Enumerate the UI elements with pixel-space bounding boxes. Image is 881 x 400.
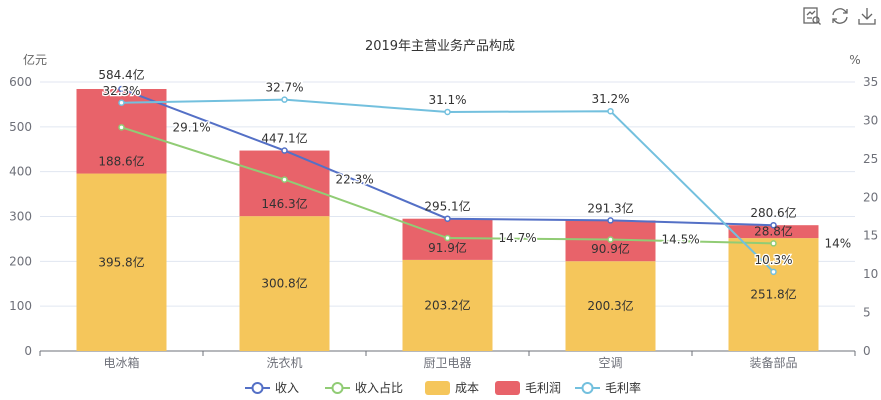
label-cost: 251.8亿 [750,287,796,302]
legend-item-2[interactable]: 成本 [425,381,479,395]
x-tick-label: 洗衣机 [266,355,302,370]
bar-cost [728,238,819,351]
y-tick-right: 5 [863,306,871,320]
y-tick-left: 100 [9,299,32,313]
bar-cost [239,216,330,351]
legend-swatch-icon [425,381,450,395]
x-tick-label: 空调 [598,356,622,370]
legend-item-0[interactable]: 收入 [245,381,299,395]
label-profit: 188.6亿 [98,154,144,169]
bar-cost [402,259,493,351]
line-revenue-share [121,126,774,245]
label-revenue-share: 29.1% [173,120,211,134]
label-revenue-share: 14.7% [499,231,537,245]
legend-label: 毛利润 [525,381,561,395]
legend-item-1[interactable]: 收入占比 [325,380,403,395]
line-point-revenue-share [118,124,125,131]
legend-item-3[interactable]: 毛利润 [495,381,561,395]
label-profit: 28.8亿 [754,224,793,239]
legend-label: 成本 [455,381,479,395]
data-view-icon[interactable] [802,6,822,26]
y-tick-right: 15 [863,229,878,243]
label-profit: 91.9亿 [428,240,467,255]
label-revenue: 280.6亿 [750,205,796,220]
label-margin: 32.3% [102,84,140,98]
bar-profit [728,225,819,239]
bar-profit [76,88,167,174]
line-point-revenue-share [607,236,614,243]
line-point-margin [281,96,288,103]
legend-label: 毛利率 [605,380,641,395]
y-tick-right: 0 [863,344,871,358]
legend-label: 收入占比 [355,380,403,395]
line-point-revenue [770,221,777,229]
line-point-revenue [607,217,614,224]
legend-circle-icon [331,382,344,394]
y-tick-right: 25 [863,152,878,166]
refresh-icon[interactable] [830,6,850,26]
line-point-revenue [444,215,451,222]
legend-label: 收入 [275,381,299,395]
line-margin [121,98,775,273]
label-revenue-share: 14% [825,236,852,250]
line-point-margin [607,107,614,115]
y-tick-left: 0 [24,344,32,358]
label-revenue-share: 14.5% [662,233,700,247]
label-revenue: 447.1亿 [261,131,307,146]
download-icon[interactable] [857,6,877,26]
line-revenue [121,88,774,227]
label-cost: 395.8亿 [98,254,144,269]
label-revenue-share: 22.3% [336,173,374,187]
label-profit: 90.9亿 [591,241,630,256]
bar-profit [239,150,330,217]
line-point-revenue-share [444,234,451,242]
y-tick-right: 10 [863,267,878,281]
y-tick-left: 500 [9,120,32,134]
bar-cost [565,261,656,351]
line-point-revenue [281,147,288,154]
label-revenue: 291.3亿 [587,200,633,215]
y-tick-left: 200 [9,254,32,268]
bar-profit [402,218,493,260]
label-cost: 200.3亿 [587,298,633,313]
label-profit: 146.3亿 [261,196,307,211]
line-point-revenue-share [281,176,288,183]
line-point-revenue [118,85,125,93]
x-tick-label: 电冰箱 [103,355,139,370]
line-point-revenue-share [770,240,777,247]
legend-item-4[interactable]: 毛利率 [575,380,641,395]
bar-cost [76,173,167,351]
line-point-margin [770,268,777,276]
line-point-margin [118,99,125,107]
legend-swatch-icon [495,381,520,395]
y-tick-right: 30 [863,113,878,127]
bar-profit [565,220,656,262]
y-tick-left: 600 [9,75,32,89]
y-tick-right: 20 [863,190,878,204]
label-cost: 203.2亿 [424,297,470,312]
legend-circle-icon [581,382,594,394]
right-axis-title: % [849,53,860,67]
label-margin: 31.2% [591,92,629,106]
y-tick-left: 300 [9,210,32,224]
line-point-margin [444,108,451,116]
left-axis-title: 亿元 [23,52,47,67]
label-margin: 31.1% [428,93,466,107]
label-revenue: 584.4亿 [98,67,144,82]
legend-circle-icon [251,382,264,394]
label-cost: 300.8亿 [261,276,307,291]
y-tick-left: 400 [9,165,32,179]
y-tick-right: 35 [863,75,878,89]
label-revenue: 295.1亿 [424,199,470,214]
x-tick-label: 厨卫电器 [423,356,471,370]
label-margin: 32.7% [265,81,303,95]
x-tick-label: 装备部品 [749,355,797,370]
label-margin: 10.3% [754,253,792,267]
chart-title: 2019年主营业务产品构成 [365,38,515,54]
